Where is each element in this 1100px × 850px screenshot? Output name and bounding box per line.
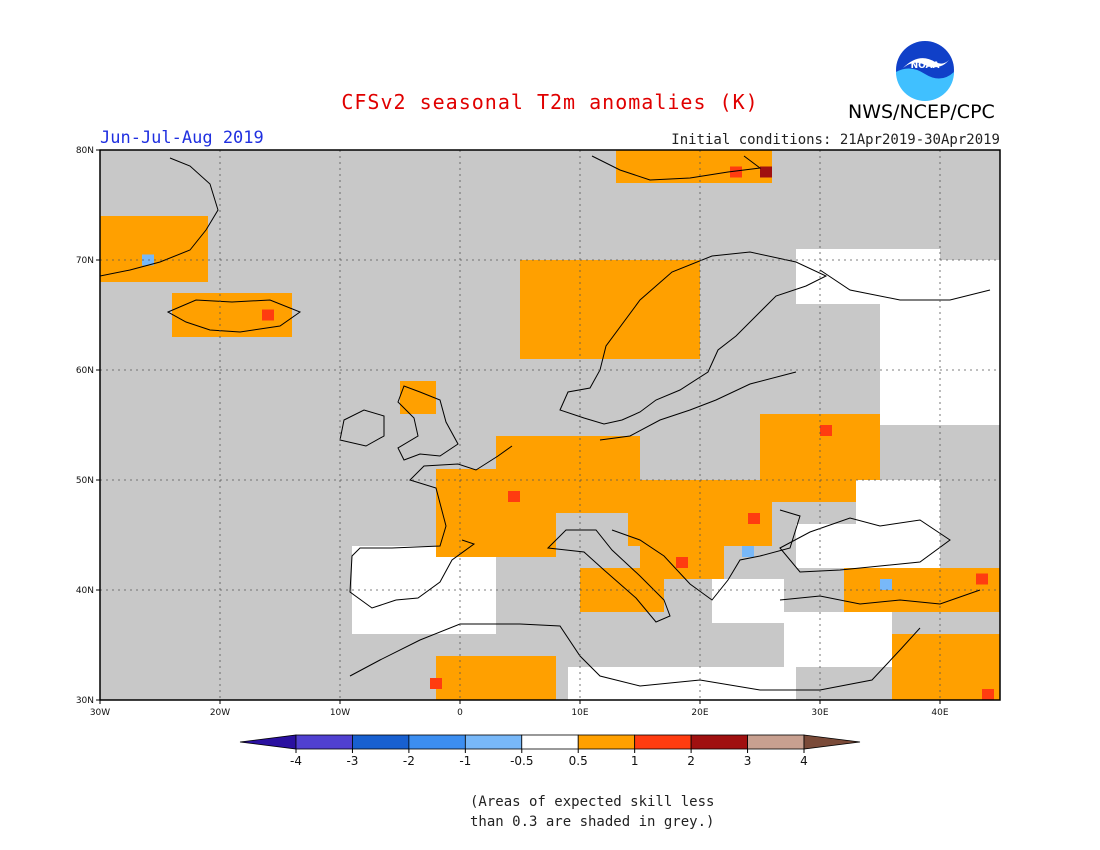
agency-label: NWS/NCEP/CPC <box>848 101 995 123</box>
colorbar-label: 0.5 <box>569 754 588 768</box>
forecast-period: Jun-Jul-Aug 2019 <box>100 128 264 148</box>
hotspot-turkey-east-red <box>976 573 988 585</box>
coast-north-africa <box>349 623 921 691</box>
coast-iberia <box>349 445 513 609</box>
colorbar-segment <box>408 734 466 750</box>
colorbar-segment <box>577 734 636 750</box>
hotspot-belarus-red <box>820 425 832 436</box>
initial-conditions: Initial conditions: 21Apr2019-30Apr2019 <box>671 132 1000 148</box>
lon-tick-label: 20W <box>210 708 230 718</box>
colorbar-label: -1 <box>459 754 471 768</box>
colorbar-segment <box>464 734 523 750</box>
colorbar-label: -0.5 <box>510 754 533 768</box>
colorbar-label: -4 <box>290 754 302 768</box>
hotspot-morocco-red <box>430 678 442 689</box>
lon-tick-label: 30E <box>811 708 828 718</box>
coast-baltic <box>599 371 797 441</box>
skill-note-line-1: (Areas of expected skill less <box>470 794 715 810</box>
lon-tick-label: 10W <box>330 708 350 718</box>
colorbar-segment <box>295 734 353 750</box>
region-black-sea-white <box>796 524 940 568</box>
lon-tick-label: 40E <box>931 708 948 718</box>
lon-tick-label: 10E <box>571 708 588 718</box>
hotspot-levant-red <box>982 689 994 700</box>
colorbar-segment <box>521 734 579 750</box>
lon-tick-label: 20E <box>691 708 708 718</box>
lat-tick-label: 60N <box>76 366 94 376</box>
colorbar-low-arrow <box>239 734 297 750</box>
colorbar-segment <box>690 734 748 750</box>
lon-axis: 30W 20W 10W 0 10E 20E 30E 40E <box>90 700 949 718</box>
region-norway-coast-orange <box>520 260 700 359</box>
hotspot-svalbard-red <box>730 166 742 178</box>
lat-tick-label: 80N <box>76 146 94 156</box>
colorbar-label: -2 <box>403 754 415 768</box>
hotspot-france-red <box>508 491 520 502</box>
colorbar-label: 4 <box>800 754 808 768</box>
chart-title: CFSv2 seasonal T2m anomalies (K) <box>341 90 759 114</box>
region-north-africa-orange <box>436 656 556 700</box>
noaa-logo-icon: NOAA <box>895 40 955 102</box>
map-frame <box>99 149 1001 701</box>
skill-note: (Areas of expected skill less than 0.3 a… <box>470 792 730 832</box>
lat-tick-label: 70N <box>76 256 94 266</box>
hotspot-turkey-blue <box>880 579 892 590</box>
coast-novaya-zemlya <box>819 269 991 301</box>
coast-ireland <box>339 409 385 447</box>
lat-tick-label: 30N <box>76 696 94 706</box>
coast-iberia-med <box>395 539 476 601</box>
colorbar-segment <box>747 734 805 750</box>
coast-balkans <box>611 509 801 601</box>
region-libya-white <box>568 667 796 700</box>
coast-greenland <box>100 157 219 277</box>
region-east-med-white <box>784 612 892 667</box>
lon-tick-label: 30W <box>90 708 110 718</box>
region-kola-white <box>796 249 940 304</box>
hotspot-bulgaria-blue <box>742 546 754 557</box>
region-greenland-orange <box>100 216 208 282</box>
colorbar-high-arrow <box>803 734 861 750</box>
coastlines <box>100 155 991 691</box>
hotspot-balkan-red <box>676 557 688 568</box>
colorbar-label: 2 <box>687 754 695 768</box>
hotspot-romania-red <box>748 513 760 524</box>
lat-tick-label: 50N <box>76 476 94 486</box>
colorbar: -4 -3 -2 -1 -0.5 0.5 1 2 3 4 <box>239 734 861 768</box>
colorbar-label: 1 <box>631 754 639 768</box>
region-svalbard-orange <box>616 150 772 183</box>
coast-britain <box>397 385 459 461</box>
coast-italy <box>546 529 671 623</box>
coast-svalbard <box>591 155 762 181</box>
colorbar-label: -3 <box>346 754 358 768</box>
map-panel: 30W 20W 10W 0 10E 20E 30E 40E 30N 40N 50N 60N 70N 80… <box>76 146 1001 718</box>
coast-black-sea <box>779 517 951 573</box>
hotspot-iceland-red <box>262 309 274 321</box>
colorbar-segment <box>634 734 692 750</box>
region-greece-white <box>712 579 784 623</box>
colorbar-label: 3 <box>744 754 752 768</box>
lat-axis: 30N 40N 50N 60N 70N 80N <box>76 146 100 706</box>
lon-tick-label: 0 <box>457 708 463 718</box>
coast-turkey <box>779 589 981 605</box>
coast-scandinavia <box>559 251 828 425</box>
skill-note-line-2: than 0.3 are shaded in grey.) <box>470 814 715 830</box>
noaa-logo-text: NOAA <box>911 61 940 71</box>
colorbar-segment <box>352 734 410 750</box>
lat-tick-label: 40N <box>76 586 94 596</box>
anomaly-regions <box>100 150 1000 700</box>
graticule <box>100 150 1000 700</box>
coast-iceland <box>166 299 302 333</box>
hotspot-svalbard-darkred <box>760 166 772 178</box>
